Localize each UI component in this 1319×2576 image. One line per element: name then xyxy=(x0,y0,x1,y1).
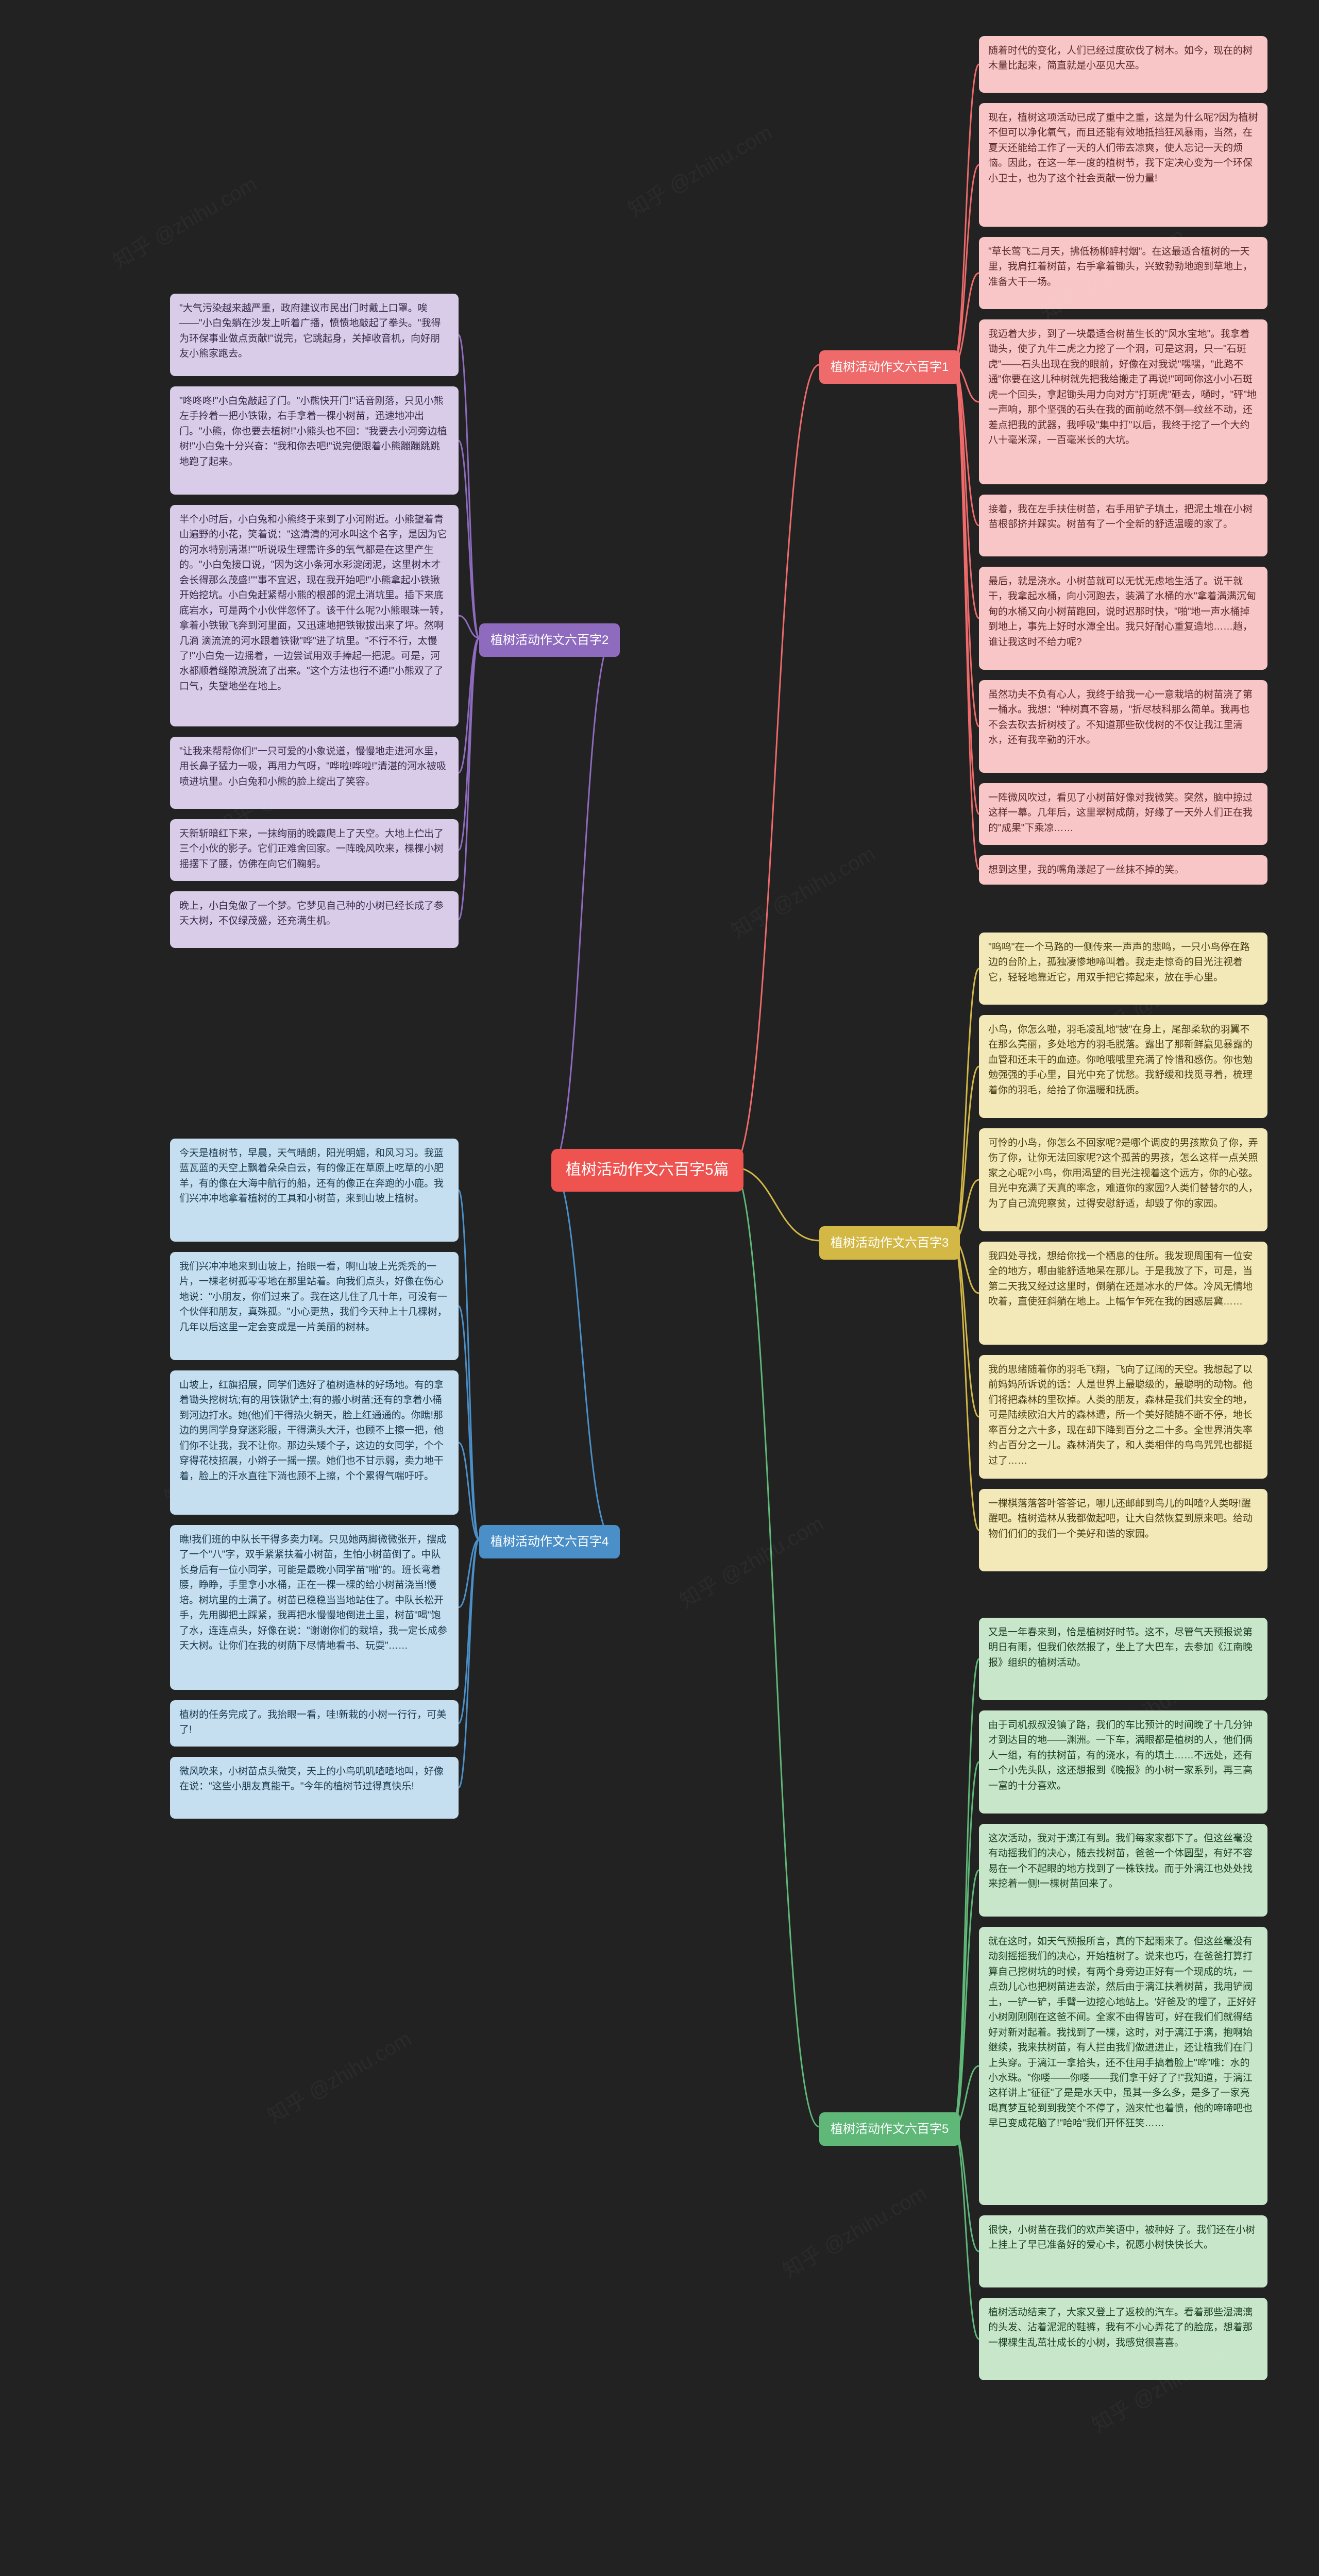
leaf-b2-2: 半个小时后，小白兔和小熊终于来到了小河附近。小熊望着青山遍野的小花，笑着说："这… xyxy=(170,505,459,726)
leaf-b5-1: 由于司机叔叔没镇了路，我们的车比预计的时间晚了十几分钟才到达目的地——渊洲。一下… xyxy=(979,1710,1267,1814)
leaf-b1-1: 现在，植树这项活动已成了重中之重，这是为什么呢?因为植树不但可以净化氧气，而且还… xyxy=(979,103,1267,227)
leaf-b1-8: 想到这里，我的嘴角漾起了一丝抹不掉的笑。 xyxy=(979,855,1267,885)
leaf-b2-5: 晚上，小白兔做了一个梦。它梦见自己种的小树已经长成了参天大树，不仅绿茂盛，还充满… xyxy=(170,891,459,948)
branch-label: 植树活动作文六百字5 xyxy=(831,2122,949,2136)
root-node: 植树活动作文六百字5篇 xyxy=(551,1149,743,1192)
leaf-b2-1: "咚咚咚!"小白兔敲起了门。"小熊快开门!"话音刚落，只见小熊左手拎着一把小铁锹… xyxy=(170,386,459,495)
leaf-b1-3: 我迈着大步，到了一块最适合树苗生长的"风水宝地"。我拿着锄头，使了九牛二虎之力挖… xyxy=(979,319,1267,484)
branch-label: 植树活动作文六百字3 xyxy=(831,1236,949,1250)
leaf-b3-5: 一棵棋落落答叶答答记，哪儿还邮邮到鸟儿的叫喳?人类呀!醒醒吧。植树造林从我都做起… xyxy=(979,1489,1267,1571)
leaf-b4-1: 我们兴冲冲地来到山坡上，抬眼一看，啊!山坡上光秃秃的一片，一棵老树孤零零地在那里… xyxy=(170,1252,459,1360)
leaf-b5-4: 很快，小树苗在我们的欢声笑语中，被种好 了。我们还在小树上挂上了早已准备好的爱心… xyxy=(979,2215,1267,2287)
branch-b5: 植树活动作文六百字5 xyxy=(819,2112,960,2146)
leaf-b2-4: 天新斩暗红下来，一抹绚丽的晚霞爬上了天空。大地上伫出了三个小伙的影子。它们正难舍… xyxy=(170,819,459,881)
leaf-b4-0: 今天是植树节，早晨，天气晴朗，阳光明媚，和风习习。我蓝蓝瓦蓝的天空上飘着朵朵白云… xyxy=(170,1139,459,1242)
leaf-b3-3: 我四处寻找，想给你找一个栖息的住所。我发现周围有一位安全的地方，哪由能舒适地呆在… xyxy=(979,1242,1267,1345)
leaf-b3-4: 我的思绪随着你的羽毛飞翔，飞向了辽阔的天空。我想起了以前妈妈所诉说的话：人是世界… xyxy=(979,1355,1267,1479)
leaf-b5-3: 就在这时，如天气预报所言，真的下起雨来了。但这丝毫没有动刻摇摇我们的决心，开始植… xyxy=(979,1927,1267,2205)
root-label: 植树活动作文六百字5篇 xyxy=(566,1161,729,1178)
branch-b3: 植树活动作文六百字3 xyxy=(819,1226,960,1260)
leaf-b5-2: 这次活动，我对于漓江有到。我们每家家都下了。但这丝毫没有动摇我们的决心，随去找树… xyxy=(979,1824,1267,1917)
leaf-b4-5: 微风吹来，小树苗点头微笑，天上的小鸟叽叽喳喳地叫，好像在说："这些小朋友真能干。… xyxy=(170,1757,459,1819)
leaf-b2-0: "大气污染越来越严重，政府建议市民出门时戴上口罩。唉——"小白兔躺在沙发上听着广… xyxy=(170,294,459,376)
leaf-b3-1: 小鸟，你怎么啦，羽毛凌乱地"披"在身上，尾部柔软的羽翼不在那么亮丽，多处地方的羽… xyxy=(979,1015,1267,1118)
watermark: 知乎 @zhihu.com xyxy=(622,116,777,223)
branch-label: 植树活动作文六百字2 xyxy=(491,633,608,647)
watermark: 知乎 @zhihu.com xyxy=(107,167,262,274)
leaf-b3-2: 可怜的小鸟，你怎么不回家呢?是哪个调皮的男孩欺负了你，弄伤了你，让你无法回家呢?… xyxy=(979,1128,1267,1231)
leaf-b1-0: 随着时代的变化，人们已经过度砍伐了树木。如今，现在的树木量比起来，简直就是小巫见… xyxy=(979,36,1267,93)
watermark: 知乎 @zhihu.com xyxy=(261,2022,416,2129)
leaf-b5-5: 植树活动结束了，大家又登上了返校的汽车。看着那些湿漓漓的头发、沾着泥泥的鞋裤，我… xyxy=(979,2298,1267,2380)
branch-label: 植树活动作文六百字4 xyxy=(491,1535,608,1549)
leaf-b3-0: "呜呜"在一个马路的一侧传来一声声的悲鸣，一只小鸟停在路边的台阶上，孤独凄惨地啼… xyxy=(979,933,1267,1005)
branch-b2: 植树活动作文六百字2 xyxy=(479,623,620,657)
leaf-b1-2: "草长莺飞二月天，拂低杨柳醉村烟"。在这最适合植树的一天里，我肩扛着树苗，右手拿… xyxy=(979,237,1267,309)
leaf-b1-6: 虽然功夫不负有心人，我终于给我一心一意栽培的树苗浇了第一桶水。我想："种树真不容… xyxy=(979,680,1267,773)
watermark: 知乎 @zhihu.com xyxy=(725,837,880,944)
leaf-b1-4: 接着，我在左手扶住树苗，右手用铲子填土，把泥土堆在小树苗根部挤并踩实。树苗有了一… xyxy=(979,495,1267,556)
leaf-b1-7: 一阵微风吹过，看见了小树苗好像对我微笑。突然，脑中掠过这样一幕。几年后，这里翠树… xyxy=(979,783,1267,845)
watermark: 知乎 @zhihu.com xyxy=(776,2177,932,2283)
watermark: 知乎 @zhihu.com xyxy=(673,1507,828,1614)
leaf-b1-5: 最后，就是浇水。小树苗就可以无忧无虑地生活了。说干就干，我拿起水桶，向小河跑去，… xyxy=(979,567,1267,670)
branch-b1: 植树活动作文六百字1 xyxy=(819,350,960,384)
branch-b4: 植树活动作文六百字4 xyxy=(479,1525,620,1558)
branch-label: 植树活动作文六百字1 xyxy=(831,360,949,374)
leaf-b4-3: 瞧!我们班的中队长干得多卖力啊。只见她两脚微微张开，摆成了一个"八"字，双手紧紧… xyxy=(170,1525,459,1690)
leaf-b5-0: 又是一年春来到，恰是植树好时节。这不，尽管气天预报说第明日有雨，但我们依然报了，… xyxy=(979,1618,1267,1700)
leaf-b2-3: "让我来帮帮你们!"一只可爱的小象说道，慢慢地走进河水里，用长鼻子猛力一吸，再用… xyxy=(170,737,459,809)
leaf-b4-2: 山坡上，红旗招展，同学们选好了植树造林的好场地。有的拿着锄头挖树坑;有的用铁锹铲… xyxy=(170,1370,459,1515)
leaf-b4-4: 植树的任务完成了。我抬眼一看，哇!新栽的小树一行行，可美了! xyxy=(170,1700,459,1747)
